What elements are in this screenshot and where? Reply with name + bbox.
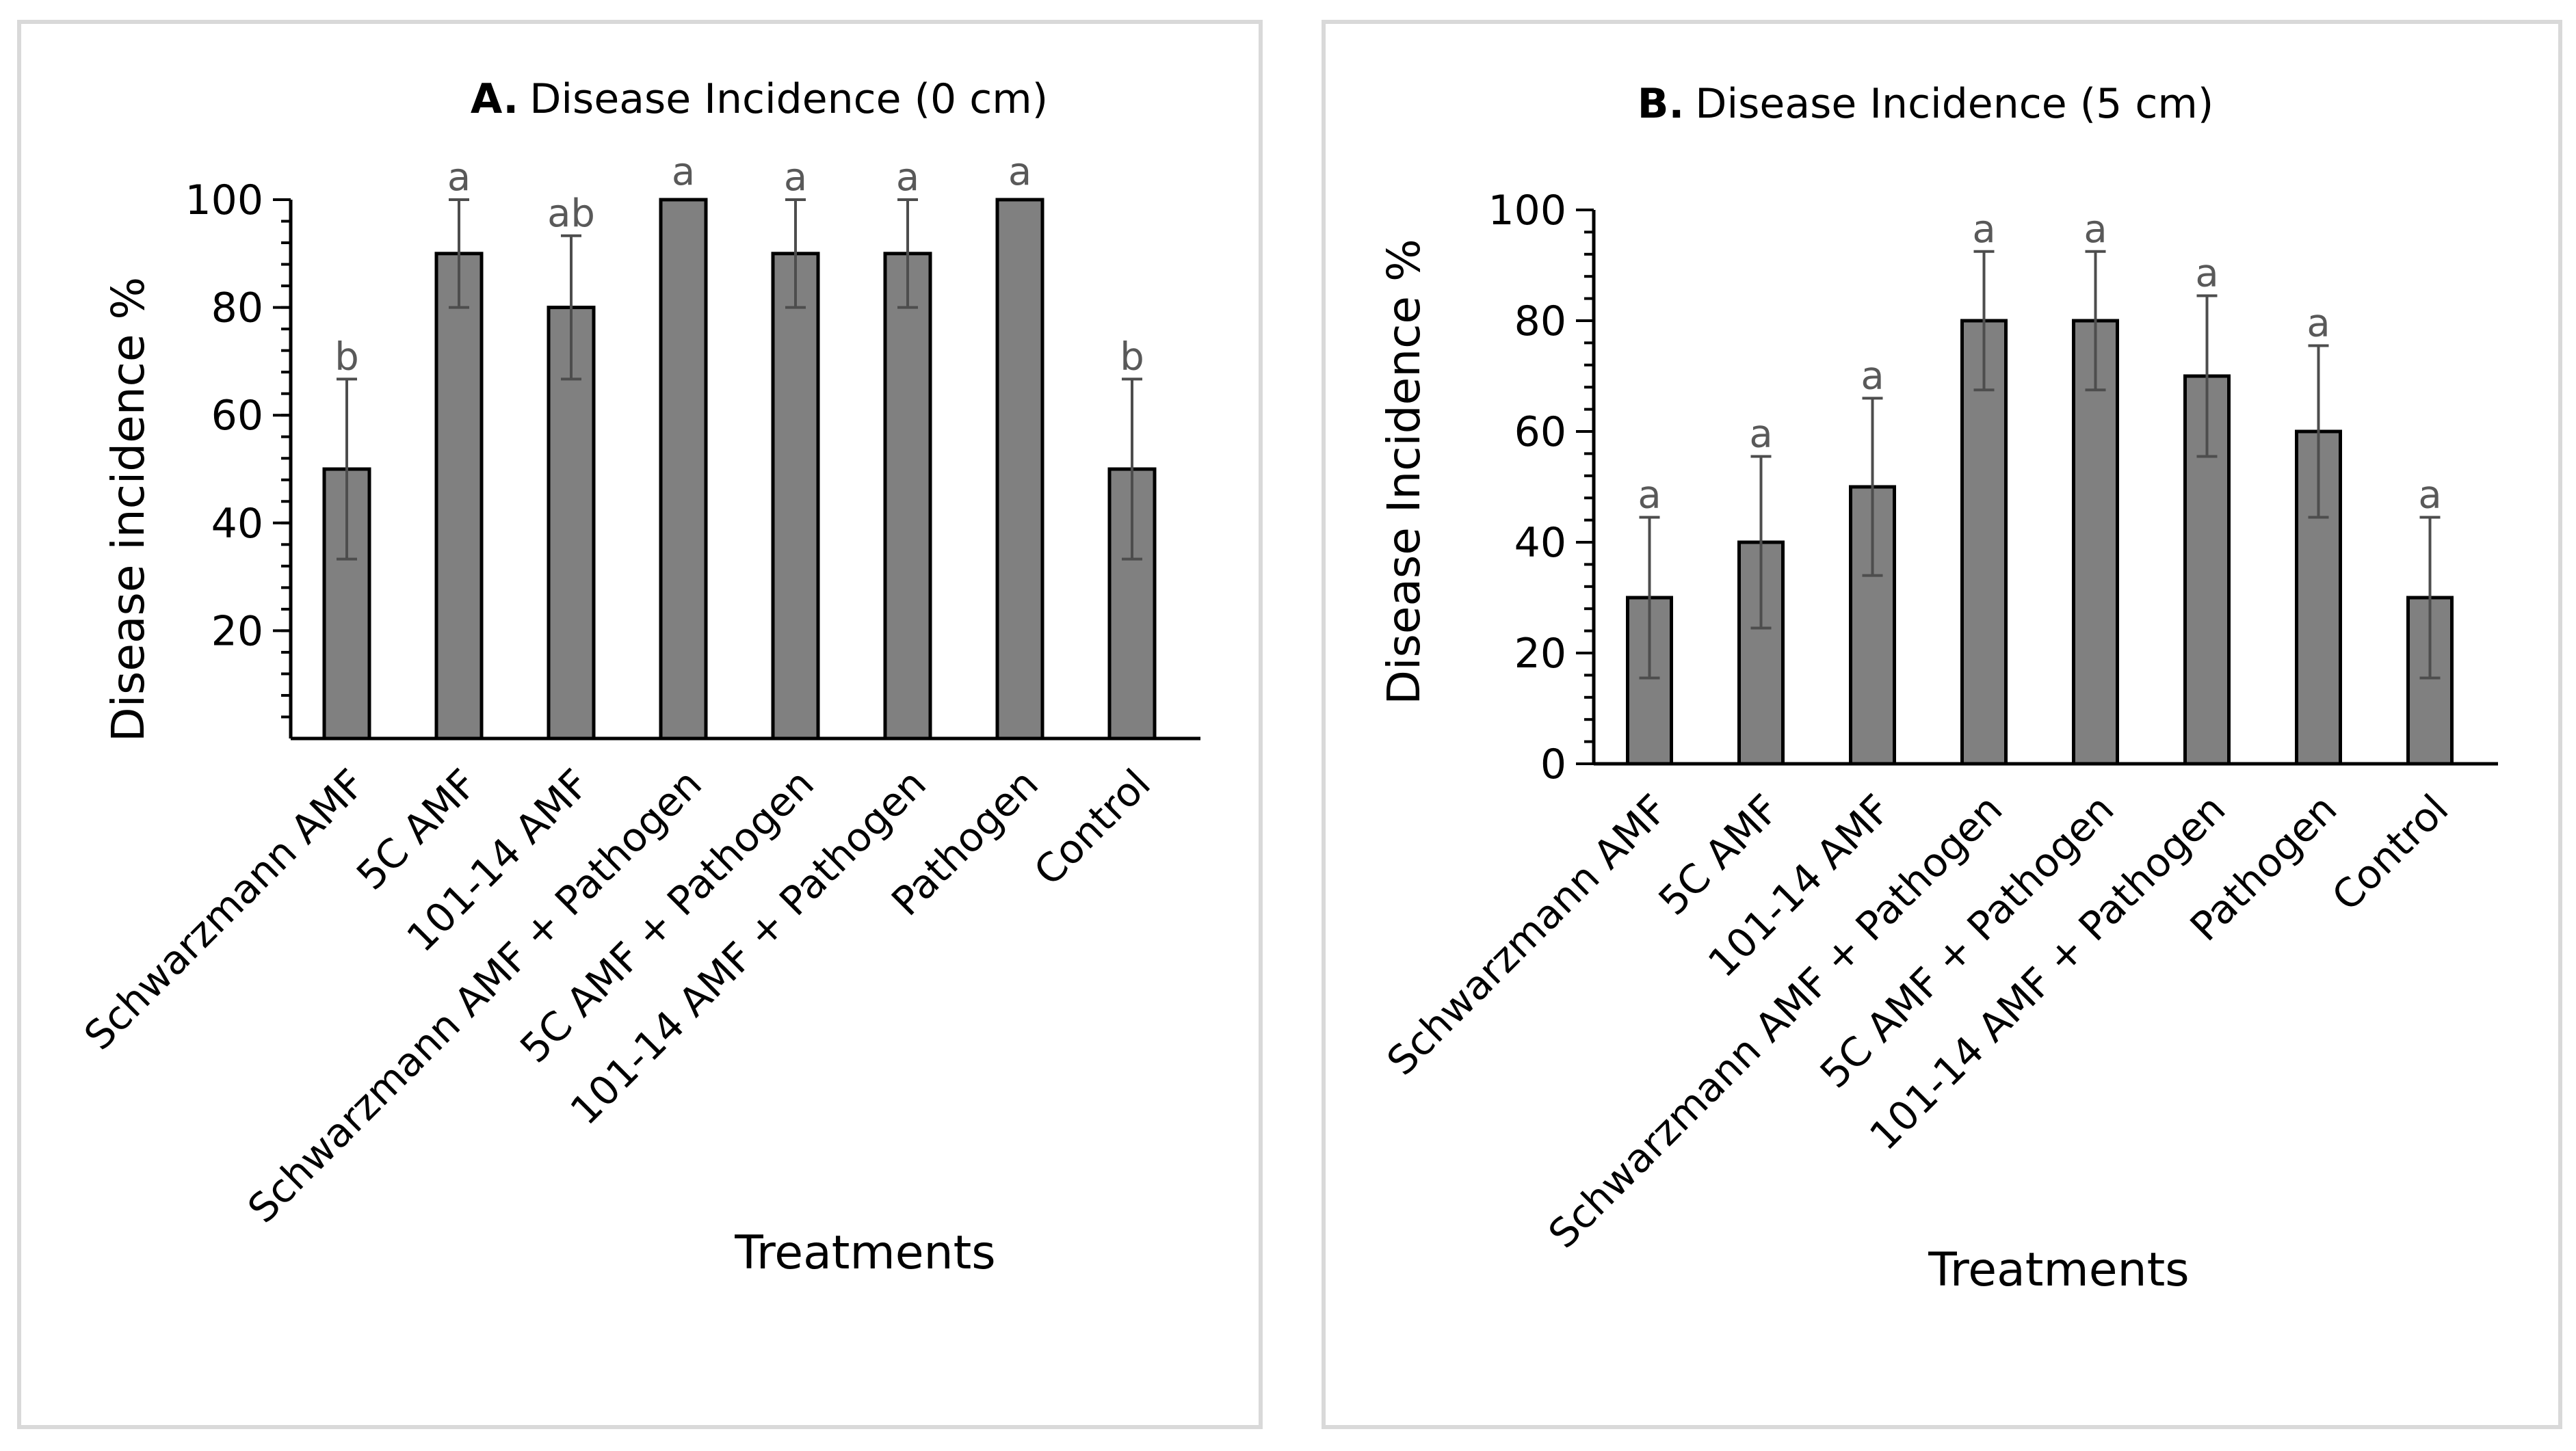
panel-b-y-tick-label: 60	[1514, 408, 1566, 456]
panel-b-bar	[2072, 319, 2119, 766]
panel-b-y-tick-label: 80	[1514, 297, 1566, 345]
panel-b-y-tick-label: 0	[1540, 741, 1566, 788]
panel-a-significance-letter: b	[334, 334, 359, 379]
panel-b-significance-letter: a	[2084, 207, 2107, 252]
panel-b-significance-letter: a	[1972, 207, 1995, 252]
panel-b-y-tick-label: 100	[1488, 187, 1566, 235]
panel-b-significance-letter: a	[1638, 473, 1661, 518]
panel-b-significance-letter: a	[2418, 473, 2441, 518]
panel-a: A. Disease Incidence (0 cm) 20406080100bS…	[17, 20, 1263, 1429]
panel-a-y-tick-label: 80	[211, 284, 263, 332]
panel-b-bar	[1960, 319, 2008, 766]
panel-a-x-axis-label: Treatments	[734, 1226, 995, 1280]
panel-a-bar	[883, 252, 932, 741]
panel-a-significance-letter: a	[896, 155, 919, 200]
panel-a-frame	[17, 20, 1263, 1429]
panel-b-x-axis-label: Treatments	[1928, 1243, 2189, 1297]
panel-b-significance-letter: a	[1749, 412, 1772, 456]
panel-a-significance-letter: a	[1008, 150, 1031, 194]
panel-a-significance-letter: ab	[547, 191, 595, 236]
panel-a-y-tick-label: 100	[185, 176, 263, 224]
panel-a-y-tick-label: 60	[211, 392, 263, 440]
panel-a-y-axis-label: Disease incidence %	[102, 277, 155, 742]
panel-a-bar	[771, 252, 820, 741]
panel-a-y-tick-label: 20	[211, 607, 263, 655]
panel-b-significance-letter: a	[2306, 301, 2330, 345]
panel-a-bar	[659, 198, 708, 741]
panel-b-y-tick-label: 20	[1514, 630, 1566, 678]
panel-b-bar	[2183, 374, 2231, 766]
panel-b-significance-letter: a	[2195, 252, 2218, 296]
panel-a-significance-letter: a	[447, 155, 471, 200]
panel-a-title-prefix: A.	[471, 75, 518, 123]
panel-b-title: B. Disease Incidence (5 cm)	[1638, 80, 2213, 128]
panel-b-frame	[1322, 20, 2562, 1429]
panel-a-y-tick-label: 40	[211, 500, 263, 548]
panel-b-significance-letter: a	[1861, 354, 1884, 398]
panel-b: B. Disease Incidence (5 cm) 0 20 40 60 80 100 a…	[1322, 20, 2562, 1429]
panel-b-title-prefix: B.	[1638, 80, 1685, 128]
panel-a-significance-letter: a	[672, 150, 695, 194]
panel-a-significance-letter: b	[1120, 334, 1144, 379]
panel-b-y-axis-label: Disease Incidence %	[1378, 239, 1430, 704]
panel-a-title-text: Disease Incidence (0 cm)	[529, 75, 1048, 123]
panel-a-title: A. Disease Incidence (0 cm)	[471, 75, 1048, 123]
panel-a-bar	[995, 198, 1044, 741]
panel-b-y-tick-label: 40	[1514, 519, 1566, 567]
panel-b-title-text: Disease Incidence (5 cm)	[1695, 80, 2213, 128]
panel-a-bar	[434, 252, 484, 741]
panel-a-significance-letter: a	[784, 155, 807, 200]
